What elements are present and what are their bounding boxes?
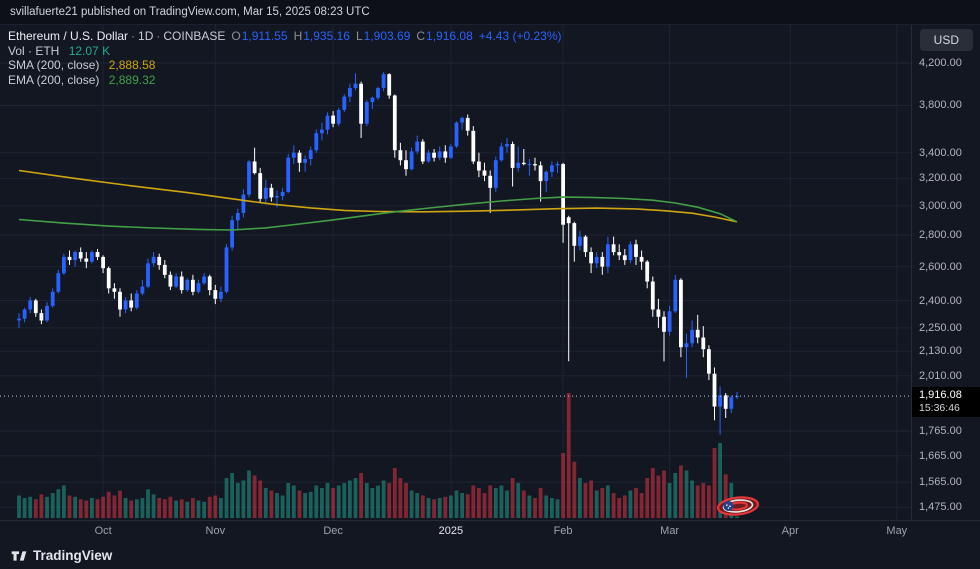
sma-line (18, 169, 738, 223)
exchange-label: COINBASE (163, 29, 226, 43)
price-tick-label: 3,800.00 (919, 99, 962, 112)
price-tick-label: 2,600.00 (919, 260, 962, 273)
ema-line (18, 196, 738, 231)
price-tick-label: 2,130.00 (919, 345, 962, 358)
flag-sticker (714, 494, 762, 523)
tradingview-logo-icon (11, 550, 27, 561)
current-price-value: 1,916.08 (919, 389, 962, 402)
time-tick-label: Feb (553, 525, 573, 537)
tradingview-logo[interactable]: TradingView (11, 548, 112, 564)
volume-layer (17, 393, 739, 519)
price-tick-label: 2,250.00 (919, 321, 962, 334)
price-tick-label: 1,565.00 (919, 476, 962, 489)
low-key: L (355, 29, 363, 43)
price-tick-label: 3,000.00 (919, 199, 962, 212)
price-tick-label: 3,200.00 (919, 172, 962, 185)
close-value: 1,916.08 (426, 29, 473, 43)
price-tick-label: 1,665.00 (919, 449, 962, 462)
price-tick-label: 2,400.00 (919, 294, 962, 307)
close-key: C (416, 29, 426, 43)
footer-bar: TradingView (0, 542, 980, 569)
time-tick-label: Nov (205, 525, 226, 537)
chart-legend: Ethereum / U.S. Dollar · 1D · COINBASE O1,911… (8, 29, 562, 87)
open-key: O (231, 29, 241, 43)
time-tick-label: Apr (781, 525, 799, 537)
time-axis[interactable]: Oct Nov Dec 2025 Feb Mar Apr May (0, 520, 980, 542)
price-chart-canvas[interactable] (0, 0, 911, 520)
sma-value: 2,888.58 (108, 58, 156, 72)
price-tick-label: 1,475.00 (919, 501, 962, 514)
current-price-label: 1,916.08 15:36:46 (912, 387, 980, 418)
sma-indicator-label[interactable]: SMA (200, close) (8, 58, 100, 72)
symbol-row: Ethereum / U.S. Dollar · 1D · COINBASE O1,911… (8, 29, 562, 44)
high-key: H (293, 29, 303, 43)
attribution-text[interactable]: svillafuerte21 published on TradingView.… (10, 6, 370, 18)
change-value: +4.43 (+0.23%) (478, 29, 562, 43)
bar-countdown: 15:36:46 (919, 402, 960, 415)
time-tick-label: Dec (323, 525, 343, 537)
ema-value: 2,889.32 (108, 72, 156, 87)
separator-dot: · (156, 29, 161, 43)
price-tick-label: 2,800.00 (919, 229, 962, 242)
ema-indicator-label[interactable]: EMA (200, close) (8, 72, 100, 87)
ma-lines-layer (18, 169, 738, 231)
candles-layer (17, 72, 739, 435)
vol-value: 12.07 K (68, 43, 111, 58)
volume-row: Vol · ETH 12.07 K (8, 44, 562, 59)
interval-label[interactable]: 1D (138, 29, 154, 43)
time-tick-label: Mar (660, 525, 680, 537)
symbol-title[interactable]: Ethereum / U.S. Dollar (8, 29, 129, 43)
attribution-bar: svillafuerte21 published on TradingView.… (0, 0, 980, 25)
ema-row: EMA (200, close) 2,889.32 (8, 73, 562, 88)
price-tick-label: 4,200.00 (919, 56, 962, 69)
time-tick-label: May (886, 525, 908, 537)
price-tick-label: 1,765.00 (919, 425, 962, 437)
price-tick-label: 2,010.00 (919, 369, 962, 382)
volume-indicator-label[interactable]: Vol · ETH (8, 43, 60, 58)
tradingview-wordmark: TradingView (33, 548, 113, 563)
high-value: 1,935.16 (303, 29, 350, 43)
grid-layer (0, 25, 911, 520)
price-tick-label: 3,400.00 (919, 146, 962, 159)
separator-dot: · (131, 29, 136, 43)
time-tick-label: 2025 (438, 525, 464, 537)
open-value: 1,911.55 (241, 29, 288, 43)
low-value: 1,903.69 (363, 29, 411, 43)
sma-row: SMA (200, close) 2,888.58 (8, 58, 562, 73)
price-axis[interactable]: 1,916.08 15:36:46 4,200.00 3,800.00 3,400.… (911, 25, 980, 520)
time-tick-label: Oct (94, 525, 112, 537)
currency-button[interactable]: USD (919, 29, 973, 51)
